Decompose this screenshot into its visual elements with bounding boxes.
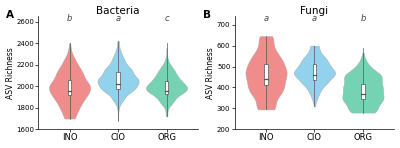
Text: A: A bbox=[6, 10, 14, 20]
Text: a: a bbox=[312, 14, 317, 23]
Title: Fungi: Fungi bbox=[300, 6, 328, 16]
Title: Bacteria: Bacteria bbox=[96, 6, 140, 16]
Text: b: b bbox=[360, 14, 366, 23]
Y-axis label: ASV Richness: ASV Richness bbox=[206, 47, 216, 99]
Bar bbox=[165, 81, 168, 94]
Text: a: a bbox=[116, 14, 121, 23]
Bar bbox=[116, 72, 120, 90]
Text: a: a bbox=[264, 14, 268, 23]
Text: b: b bbox=[67, 14, 72, 23]
Bar bbox=[264, 64, 268, 85]
Bar bbox=[361, 84, 365, 99]
Text: B: B bbox=[202, 10, 210, 20]
Bar bbox=[68, 80, 71, 95]
Bar bbox=[313, 64, 316, 80]
Text: c: c bbox=[164, 14, 169, 23]
Y-axis label: ASV Richness: ASV Richness bbox=[6, 47, 14, 99]
